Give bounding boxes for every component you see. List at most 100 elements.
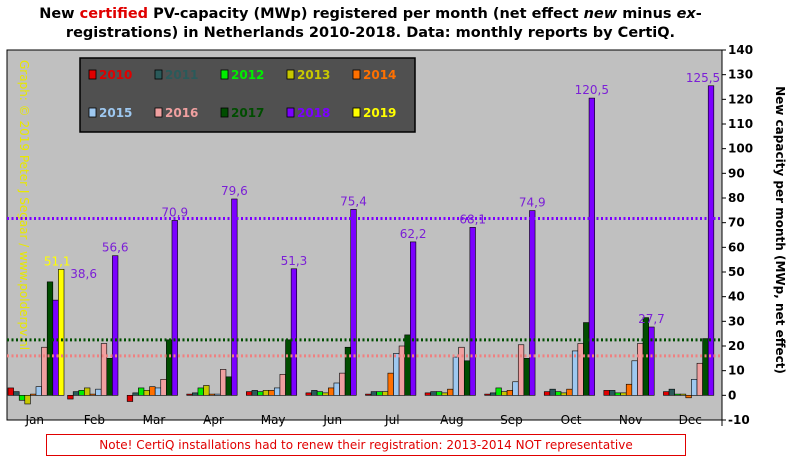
bar-2010-nov [603, 390, 610, 396]
bar-2016-mar [160, 378, 167, 396]
bar-2018-sep [529, 210, 536, 396]
bar-2015-mar [154, 387, 162, 396]
y-tick-label-30: 30 [728, 314, 745, 328]
bar-2014-jun [328, 387, 335, 396]
bar-2010-dec [663, 391, 670, 396]
y-axis-title: New capacity per month (MWp, net effect) [773, 86, 787, 374]
bar-2016-jun [339, 372, 346, 396]
bar-2012-mar [138, 387, 145, 396]
legend-label-2018: 2018 [297, 106, 330, 120]
bar-2014-sep [506, 390, 513, 396]
bar-2016-sep [517, 344, 525, 396]
data-label-2018-aug: 68,1 [459, 212, 486, 226]
chart-title: New certified PV-capacity (MWp) register… [8, 5, 733, 43]
bar-2015-may [274, 387, 281, 396]
bar-2016-may [279, 374, 286, 396]
bar-2012-apr [197, 387, 204, 396]
bar-2015-oct [571, 350, 579, 396]
title-part1: New [39, 6, 80, 22]
title-part4: - [695, 6, 702, 22]
bar-2010-mar [126, 395, 134, 402]
bar-2018-apr [231, 198, 238, 396]
bar-2016-nov [637, 343, 644, 396]
bar-2012-jun [316, 391, 324, 396]
legend-swatch-2010 [88, 69, 97, 80]
title-part3: minus [617, 6, 677, 22]
bar-2011-nov [609, 390, 616, 396]
bar-2012-aug [435, 391, 443, 396]
data-label-2018-jul: 62,2 [400, 227, 427, 241]
bar-2014-dec [685, 395, 692, 399]
bar-2015-aug [452, 356, 459, 396]
x-tick-label-feb: Feb [84, 413, 105, 427]
bar-2010-jun [305, 392, 312, 396]
bar-2018-oct [588, 97, 595, 396]
legend-label-2014: 2014 [363, 68, 396, 82]
bar-2015-sep [512, 381, 519, 396]
x-tick-label-nov: Nov [619, 413, 642, 427]
y-tick-label-70: 70 [728, 216, 745, 230]
y-tick-label-130: 130 [728, 68, 753, 82]
bar-2013-jul [381, 391, 389, 396]
bar-2013-mar [143, 390, 150, 396]
bar-2018-may [290, 268, 298, 396]
y-tick-label-120: 120 [728, 92, 753, 106]
bar-2011-feb [72, 391, 80, 396]
bar-2011-aug [430, 391, 437, 396]
bar-2013-jun [322, 392, 329, 396]
data-label-2018-oct: 120,5 [575, 83, 609, 97]
bar-2011-oct [549, 388, 556, 396]
x-tick-label-sep: Sep [500, 413, 523, 427]
bar-2018-jan [52, 299, 59, 396]
bar-2011-sep [489, 392, 497, 396]
legend-swatch-2013 [286, 69, 295, 80]
y-tick-label-40: 40 [728, 290, 745, 304]
bar-2012-jan [18, 395, 26, 401]
legend-label-2011: 2011 [165, 68, 198, 82]
data-label-2019-jan: 51,1 [44, 254, 71, 268]
bar-2018-feb [112, 255, 119, 396]
bar-2013-sep [501, 391, 508, 396]
legend-label-2013: 2013 [297, 68, 330, 82]
bar-2015-jul [393, 353, 400, 396]
bar-2016-dec [696, 362, 703, 396]
bar-2019-jan [58, 268, 65, 396]
legend-label-2012: 2012 [231, 68, 264, 82]
bar-2014-nov [625, 383, 633, 396]
bar-2012-nov [614, 392, 621, 396]
data-label-2018-apr: 79,6 [221, 184, 248, 198]
y-tick-label-60: 60 [728, 240, 745, 254]
y-tick-label-20: 20 [728, 339, 745, 353]
bar-2013-apr [203, 385, 210, 396]
y-tick-label-10: 10 [728, 364, 745, 378]
title-em-ex: ex [676, 6, 696, 22]
y-tick-label-90: 90 [728, 166, 745, 180]
bar-2013-dec [679, 393, 687, 396]
legend-swatch-2015 [88, 107, 97, 118]
y-tick-label-110: 110 [728, 117, 753, 131]
bar-2018-nov [648, 326, 655, 396]
bar-2018-jun [350, 209, 357, 396]
bar-2015-feb [95, 388, 102, 396]
x-tick-label-jan: Jan [25, 413, 45, 427]
bar-2012-jul [376, 391, 383, 396]
bar-2012-dec [674, 393, 681, 396]
legend-swatch-2017 [220, 107, 229, 118]
bar-2010-jan [7, 387, 14, 396]
bar-2017-sep [523, 358, 530, 396]
bar-2014-oct [566, 388, 573, 396]
bar-2010-aug [424, 392, 431, 396]
x-tick-label-apr: Apr [203, 413, 224, 427]
legend-swatch-2019 [352, 107, 361, 118]
legend-label-2016: 2016 [165, 106, 198, 120]
bar-2014-apr [208, 393, 216, 396]
bar-2018-dec [707, 85, 715, 396]
y-tick-label-80: 80 [728, 191, 745, 205]
bar-2014-jan [30, 393, 37, 396]
bar-2014-may [268, 390, 275, 396]
bar-2010-feb [67, 395, 74, 400]
disclaimer-note: Note! CertiQ installations had to renew … [46, 434, 686, 456]
bar-2010-apr [186, 393, 193, 396]
bar-2018-mar [171, 220, 178, 396]
x-tick-label-jul: Jul [384, 413, 399, 427]
